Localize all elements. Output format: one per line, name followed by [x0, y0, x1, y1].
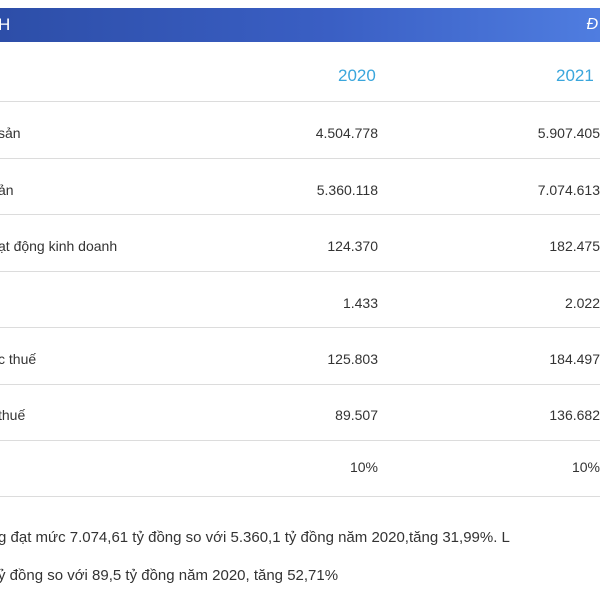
row-label: ản	[0, 182, 14, 198]
paragraph-line-1: g đạt mức 7.074,61 tỷ đồng so với 5.360,…	[0, 529, 510, 546]
cell-2021: 5.907.405	[537, 125, 600, 141]
cell-2020: 4.504.778	[315, 125, 378, 141]
divider	[0, 327, 600, 328]
column-header-2021: 2021	[556, 66, 594, 85]
divider	[0, 214, 600, 215]
cell-2020: 125.803	[327, 351, 378, 367]
cell-2021: 136.682	[549, 407, 600, 423]
row-label: thuế	[0, 407, 26, 423]
cell-2021: 182.475	[549, 238, 600, 254]
table-header-bar: H Đ	[0, 8, 600, 42]
row-label: ạt động kinh doanh	[0, 238, 118, 254]
cell-2021: 184.497	[549, 351, 600, 367]
header-unit: Đ	[586, 16, 598, 33]
header-title: H	[0, 15, 11, 34]
paragraph-line-2: ỷ đồng so với 89,5 tỷ đồng năm 2020, tăn…	[0, 567, 339, 584]
divider	[0, 158, 600, 159]
divider	[0, 271, 600, 272]
cell-2020: 1.433	[342, 295, 378, 311]
cell-2020: 5.360.118	[316, 182, 378, 198]
cell-2020: 10%	[349, 459, 378, 475]
divider	[0, 101, 600, 102]
cell-2020: 89.507	[335, 407, 378, 423]
divider	[0, 496, 600, 497]
cell-2020: 124.370	[327, 238, 378, 254]
row-label: c thuế	[0, 351, 37, 367]
cell-2021: 7.074.613	[537, 182, 600, 198]
divider	[0, 384, 600, 385]
column-header-2020: 2020	[338, 66, 376, 85]
divider	[0, 440, 600, 441]
row-label: sản	[0, 125, 21, 141]
cell-2021: 2.022	[564, 295, 600, 311]
cell-2021: 10%	[571, 459, 600, 475]
